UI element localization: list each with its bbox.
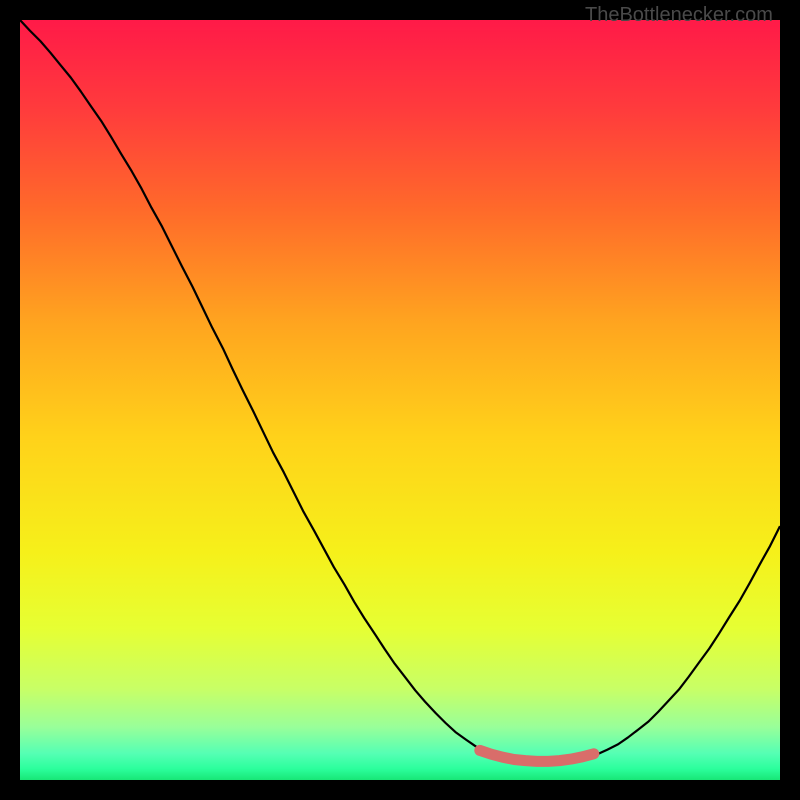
attribution-label: TheBottlenecker.com [585, 4, 773, 27]
chart-frame: TheBottlenecker.com [0, 0, 800, 800]
gradient-background [20, 20, 780, 780]
plot-area [20, 20, 780, 780]
plot-svg [20, 20, 780, 780]
